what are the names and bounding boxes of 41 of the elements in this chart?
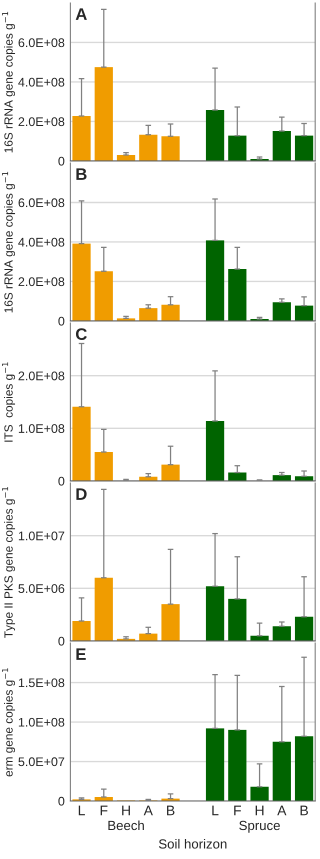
x-tick-label: L	[212, 806, 218, 816]
y-tick-label: 0	[58, 156, 64, 166]
y-tick-label: 2.0E+08	[18, 277, 64, 286]
chart-title: E	[76, 648, 86, 660]
chart-title: C	[76, 328, 87, 340]
y-tick-label: 2.0E+08	[18, 371, 64, 380]
chart-title: D	[76, 488, 87, 500]
y-tick-label: 5.0E+06	[18, 584, 64, 593]
x-tick-label: H	[122, 806, 130, 816]
y-tick-label: 0	[58, 796, 64, 806]
y-tick-label: 0	[58, 316, 64, 326]
x-tick-label: A	[144, 806, 153, 816]
chart-title: B	[76, 168, 87, 180]
x-tick-label: F	[100, 806, 108, 816]
chart-title: A	[76, 8, 87, 20]
y-tick-label: 1.0E+08	[18, 718, 64, 727]
x-tick-label: B	[167, 806, 174, 816]
y-axis-title: 16S rRNA gene copies g$^{−1}$	[2, 12, 16, 152]
y-tick-label: 1.5E+08	[18, 678, 64, 688]
y-tick-label: 1.0E+07	[18, 531, 64, 540]
y-tick-label: 4.0E+08	[18, 78, 64, 87]
y-tick-label: 0	[58, 636, 64, 646]
text: Beech	[108, 820, 144, 830]
x-tick-label: H	[256, 806, 264, 816]
y-axis-title: erm gene copies g$^{−1}$	[2, 668, 16, 776]
y-axis-title: 16S rRNA gene copies g$^{−1}$	[2, 172, 16, 312]
x-tick-label: F	[234, 806, 241, 816]
y-tick-label: 6.0E+08	[18, 38, 64, 48]
y-tick-label: 5.0E+07	[18, 757, 64, 766]
y-tick-label: 2.0E+08	[18, 117, 64, 126]
x-tick-label: A	[277, 806, 286, 816]
y-tick-label: 1.0E+08	[18, 424, 64, 433]
x-tick-label: B	[300, 806, 308, 816]
y-axis-title: ITS copies g$^{−1}$	[2, 362, 16, 442]
y-tick-label: 0	[58, 476, 64, 486]
text: Spruce	[239, 820, 280, 833]
y-axis-title: Type II PKS gene copies g$^{−1}$	[2, 487, 16, 638]
x-tick-label: L	[78, 806, 85, 816]
y-tick-label: 6.0E+08	[18, 198, 64, 208]
y-tick-label: 4.0E+08	[18, 238, 64, 247]
x-axis-title: Soil horizon	[158, 838, 226, 849]
